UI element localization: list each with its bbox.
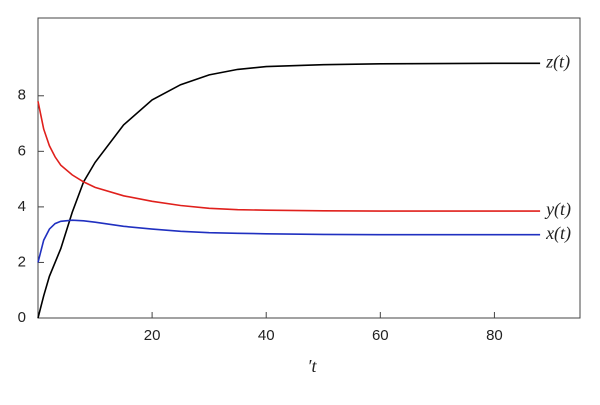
series-label: y(t) (544, 199, 571, 220)
series-line (37, 101, 541, 212)
x-tick-label: 80 (486, 327, 503, 344)
y-tick-label: 2 (18, 253, 26, 270)
y-tick-label: 4 (18, 198, 26, 215)
x-tick-label: 60 (372, 327, 389, 344)
series-line (37, 62, 541, 319)
x-axis-label: ′t (308, 356, 318, 376)
series-label: x(t) (545, 223, 571, 244)
series-label: z(t) (545, 51, 570, 72)
plot-frame (37, 17, 581, 319)
x-tick-label: 40 (258, 327, 275, 344)
y-tick-label: 0 (18, 309, 26, 326)
series-line (37, 219, 541, 263)
y-tick-label: 8 (18, 87, 26, 104)
y-tick-label: 6 (18, 142, 26, 159)
x-tick-label: 20 (144, 327, 161, 344)
